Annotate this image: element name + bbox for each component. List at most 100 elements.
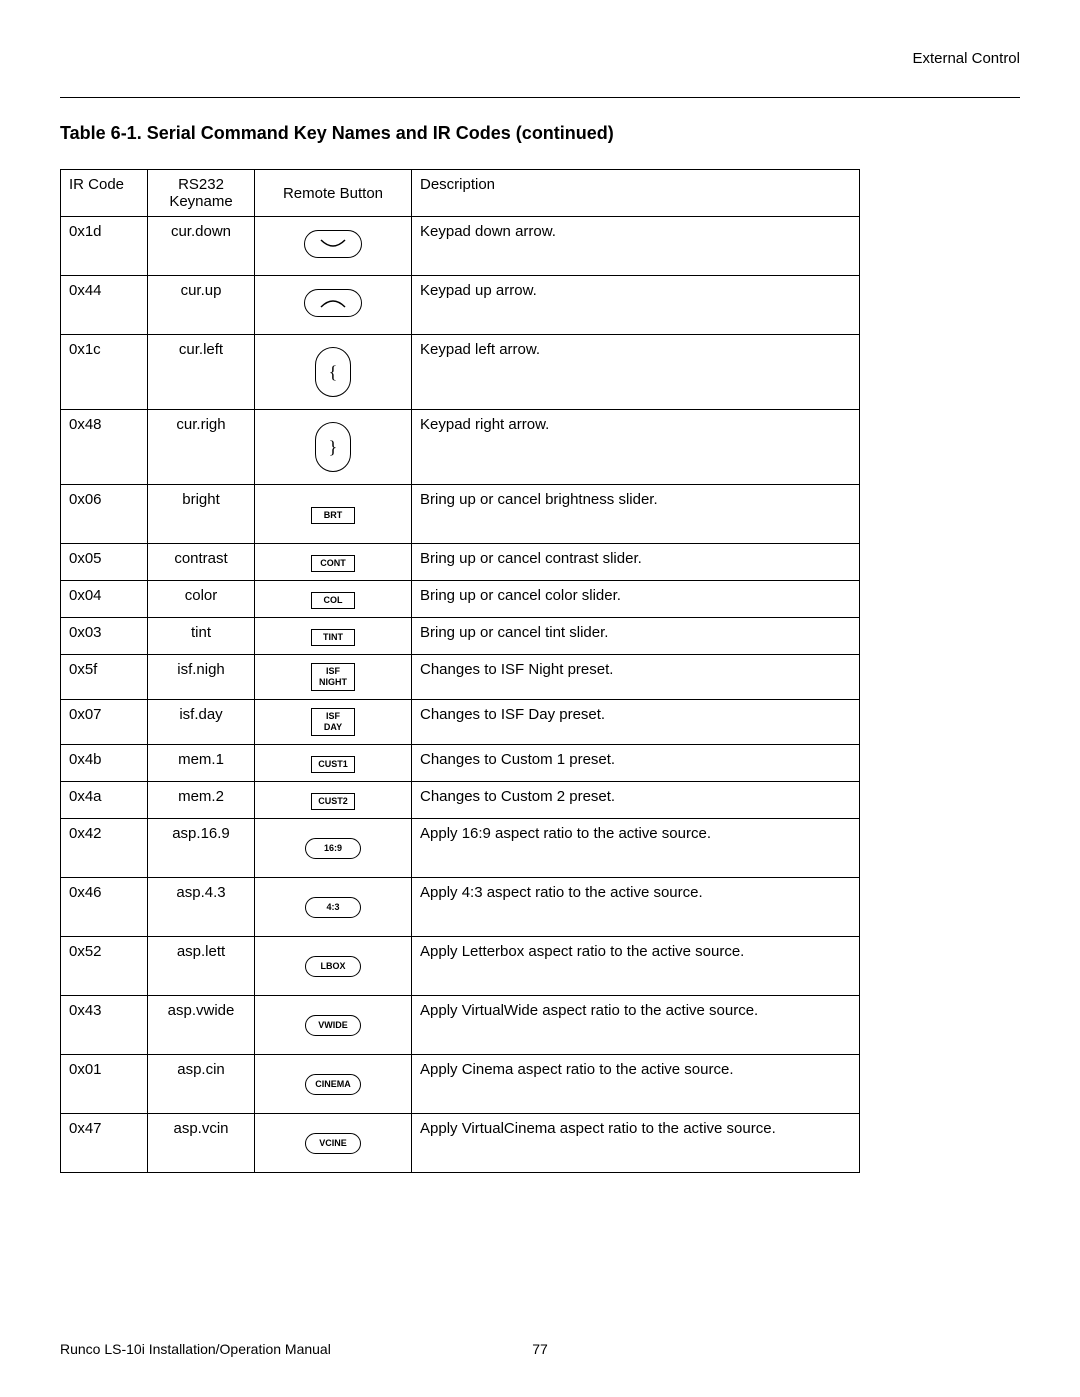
- divider: [60, 97, 1020, 98]
- cell-button: {: [255, 335, 412, 410]
- table-row: 0x4amem.2CUST2Changes to Custom 2 preset…: [61, 782, 860, 819]
- rect-button-icon: ISFNIGHT: [311, 663, 355, 691]
- cell-button: BRT: [255, 485, 412, 544]
- cell-desc: Changes to ISF Day preset.: [412, 700, 860, 745]
- table-row: 0x44cur.upKeypad up arrow.: [61, 276, 860, 335]
- cell-rs: asp.cin: [148, 1055, 255, 1114]
- cell-rs: isf.day: [148, 700, 255, 745]
- pill-button-icon: LBOX: [305, 956, 361, 977]
- table-row: 0x46asp.4.34:3Apply 4:3 aspect ratio to …: [61, 878, 860, 937]
- section-header: External Control: [60, 50, 1020, 67]
- rect-button-icon: CUST1: [311, 756, 355, 773]
- pill-button-icon: VCINE: [305, 1133, 361, 1154]
- cell-rs: cur.down: [148, 217, 255, 276]
- arrow-button-icon: {: [315, 347, 351, 397]
- col-header-desc: Description: [412, 170, 860, 217]
- table-row: 0x1dcur.down Keypad down arrow.: [61, 217, 860, 276]
- cell-ir: 0x5f: [61, 655, 148, 700]
- cell-button: }: [255, 410, 412, 485]
- pill-button-icon: CINEMA: [305, 1074, 361, 1095]
- cell-ir: 0x01: [61, 1055, 148, 1114]
- cell-rs: asp.lett: [148, 937, 255, 996]
- table-row: 0x05contrastCONTBring up or cancel contr…: [61, 544, 860, 581]
- pill-button-icon: 16:9: [305, 838, 361, 859]
- table-row: 0x52asp.lett LBOX Apply Letterbox aspect r…: [61, 937, 860, 996]
- table-row: 0x4bmem.1CUST1Changes to Custom 1 preset…: [61, 745, 860, 782]
- cell-rs: tint: [148, 618, 255, 655]
- cell-rs: cur.up: [148, 276, 255, 335]
- cell-rs: asp.16.9: [148, 819, 255, 878]
- cell-desc: Apply Letterbox aspect ratio to the acti…: [412, 937, 860, 996]
- arrow-button-icon: }: [315, 422, 351, 472]
- footer-manual-name: Runco LS-10i Installation/Operation Manu…: [60, 1341, 331, 1357]
- table-row: 0x42asp.16.9 16:9 Apply 16:9 aspect ratio …: [61, 819, 860, 878]
- table-row: 0x01asp.cin CINEMA Apply Cinema aspect rat…: [61, 1055, 860, 1114]
- cell-button: [255, 276, 412, 335]
- cell-desc: Bring up or cancel tint slider.: [412, 618, 860, 655]
- table-row: 0x5fisf.nighISFNIGHTChanges to ISF Night…: [61, 655, 860, 700]
- table-title: Table 6-1. Serial Command Key Names and …: [60, 123, 1020, 144]
- cell-rs: bright: [148, 485, 255, 544]
- cell-ir: 0x1c: [61, 335, 148, 410]
- cell-ir: 0x48: [61, 410, 148, 485]
- cell-button: LBOX: [255, 937, 412, 996]
- col-header-btn: Remote Button: [255, 170, 412, 217]
- cell-ir: 0x07: [61, 700, 148, 745]
- cell-desc: Bring up or cancel brightness slider.: [412, 485, 860, 544]
- cell-desc: Apply VirtualWide aspect ratio to the ac…: [412, 996, 860, 1055]
- table-row: 0x03tintTINTBring up or cancel tint slid…: [61, 618, 860, 655]
- pill-button-icon: VWIDE: [305, 1015, 361, 1036]
- cell-desc: Apply VirtualCinema aspect ratio to the …: [412, 1114, 860, 1173]
- cell-rs: color: [148, 581, 255, 618]
- cell-rs: cur.righ: [148, 410, 255, 485]
- cell-button: ISFDAY: [255, 700, 412, 745]
- cell-desc: Keypad down arrow.: [412, 217, 860, 276]
- rect-button-icon: ISFDAY: [311, 708, 355, 736]
- cell-button: CUST1: [255, 745, 412, 782]
- cell-button: VWIDE: [255, 996, 412, 1055]
- table-row: 0x48cur.righ} Keypad right arrow.: [61, 410, 860, 485]
- cell-desc: Changes to Custom 2 preset.: [412, 782, 860, 819]
- page-footer: Runco LS-10i Installation/Operation Manu…: [60, 1341, 1020, 1357]
- cell-rs: asp.vwide: [148, 996, 255, 1055]
- cell-button: [255, 217, 412, 276]
- cell-desc: Apply Cinema aspect ratio to the active …: [412, 1055, 860, 1114]
- cell-ir: 0x1d: [61, 217, 148, 276]
- footer-page-number: 77: [532, 1341, 548, 1357]
- cell-button: ISFNIGHT: [255, 655, 412, 700]
- command-table: IR Code RS232 Keyname Remote Button Desc…: [60, 169, 860, 1173]
- cell-rs: contrast: [148, 544, 255, 581]
- cell-rs: asp.vcin: [148, 1114, 255, 1173]
- cell-button: CUST2: [255, 782, 412, 819]
- col-header-rs: RS232 Keyname: [148, 170, 255, 217]
- cell-ir: 0x47: [61, 1114, 148, 1173]
- cell-desc: Bring up or cancel color slider.: [412, 581, 860, 618]
- cell-button: CONT: [255, 544, 412, 581]
- cell-ir: 0x03: [61, 618, 148, 655]
- rect-button-icon: CONT: [311, 555, 355, 572]
- cell-button: VCINE: [255, 1114, 412, 1173]
- table-row: 0x47asp.vcin VCINE Apply VirtualCinema asp…: [61, 1114, 860, 1173]
- cell-desc: Keypad left arrow.: [412, 335, 860, 410]
- table-row: 0x07isf.day ISFDAY Changes to ISF Day pres…: [61, 700, 860, 745]
- cell-ir: 0x42: [61, 819, 148, 878]
- cell-desc: Changes to Custom 1 preset.: [412, 745, 860, 782]
- cell-desc: Apply 16:9 aspect ratio to the active so…: [412, 819, 860, 878]
- cell-ir: 0x52: [61, 937, 148, 996]
- cell-button: CINEMA: [255, 1055, 412, 1114]
- up-arrow-button-icon: [304, 289, 362, 317]
- cell-ir: 0x06: [61, 485, 148, 544]
- cell-desc: Bring up or cancel contrast slider.: [412, 544, 860, 581]
- cell-desc: Keypad up arrow.: [412, 276, 860, 335]
- rect-button-icon: BRT: [311, 507, 355, 524]
- cell-button: 4:3: [255, 878, 412, 937]
- cell-rs: mem.1: [148, 745, 255, 782]
- rect-button-icon: CUST2: [311, 793, 355, 810]
- table-row: 0x43asp.vwide VWIDE Apply VirtualWide aspe…: [61, 996, 860, 1055]
- cell-desc: Changes to ISF Night preset.: [412, 655, 860, 700]
- cell-desc: Keypad right arrow.: [412, 410, 860, 485]
- table-row: 0x04colorCOLBring up or cancel color sli…: [61, 581, 860, 618]
- cell-rs: cur.left: [148, 335, 255, 410]
- cell-ir: 0x04: [61, 581, 148, 618]
- cell-ir: 0x43: [61, 996, 148, 1055]
